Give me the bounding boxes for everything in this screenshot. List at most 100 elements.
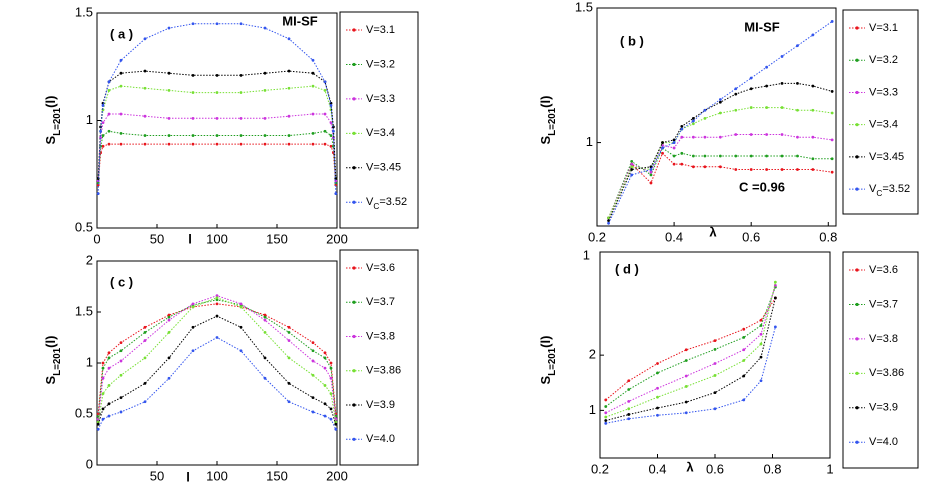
data-point bbox=[759, 342, 763, 346]
data-point bbox=[691, 122, 695, 126]
data-point bbox=[101, 376, 105, 380]
legend-marker bbox=[855, 90, 859, 95]
panel-label: ( a ) bbox=[110, 26, 133, 41]
data-point bbox=[143, 325, 147, 329]
data-point bbox=[215, 91, 219, 94]
panel-label: ( c ) bbox=[110, 274, 133, 289]
legend-marker bbox=[855, 371, 859, 375]
data-point bbox=[691, 119, 695, 123]
legend-marker bbox=[352, 131, 356, 135]
legend-label: V=3.6 bbox=[366, 262, 395, 274]
legend-marker bbox=[855, 302, 859, 307]
data-point bbox=[765, 133, 769, 136]
data-point bbox=[329, 407, 333, 411]
data-point bbox=[323, 129, 327, 133]
series-line bbox=[608, 147, 833, 219]
data-point bbox=[661, 146, 664, 150]
data-point bbox=[329, 376, 333, 380]
legend-marker bbox=[352, 437, 356, 441]
y-tick-label: 0 bbox=[86, 456, 93, 471]
data-point bbox=[703, 116, 707, 120]
data-point bbox=[191, 73, 195, 77]
data-point bbox=[191, 22, 195, 26]
data-point bbox=[239, 73, 243, 77]
data-point bbox=[239, 116, 243, 120]
data-point bbox=[263, 376, 267, 380]
data-point bbox=[649, 173, 653, 177]
data-point bbox=[107, 351, 111, 355]
x-tick-label: 50 bbox=[150, 231, 164, 246]
data-point bbox=[672, 162, 676, 166]
data-point bbox=[263, 26, 267, 30]
legend-label: V=3.2 bbox=[366, 58, 395, 70]
data-point bbox=[734, 92, 738, 96]
legend-label: VC=3.52 bbox=[366, 196, 407, 211]
data-point bbox=[215, 294, 219, 298]
data-point bbox=[239, 91, 243, 94]
data-point bbox=[684, 359, 688, 362]
data-point bbox=[287, 142, 291, 146]
data-point bbox=[239, 305, 243, 309]
data-point bbox=[311, 396, 315, 400]
data-point bbox=[143, 142, 147, 146]
data-point bbox=[215, 22, 219, 26]
x-tick-label: 0.8 bbox=[763, 461, 781, 476]
legend-label: V=3.1 bbox=[366, 24, 395, 36]
data-point bbox=[684, 400, 688, 404]
data-point bbox=[773, 296, 777, 300]
data-point bbox=[263, 116, 267, 120]
data-point bbox=[329, 366, 333, 370]
legend-marker bbox=[352, 200, 356, 204]
data-point bbox=[167, 134, 171, 137]
legend-marker bbox=[352, 334, 356, 339]
data-point bbox=[734, 108, 738, 112]
data-point bbox=[167, 89, 171, 92]
data-point bbox=[780, 55, 784, 58]
data-point bbox=[311, 132, 315, 135]
data-point bbox=[759, 379, 763, 383]
data-point bbox=[167, 71, 171, 75]
data-point bbox=[830, 170, 834, 174]
x-tick-label: 100 bbox=[206, 468, 228, 483]
x-tick-label: 0.8 bbox=[819, 229, 837, 244]
data-point bbox=[263, 71, 267, 75]
series-line bbox=[97, 303, 337, 415]
x-axis-label: l bbox=[188, 231, 192, 246]
y-tick-label: 2 bbox=[86, 252, 93, 267]
data-point bbox=[99, 129, 102, 133]
data-point bbox=[749, 76, 753, 80]
legend-label: VC=3.52 bbox=[869, 183, 910, 198]
data-point bbox=[661, 141, 664, 144]
series-line bbox=[97, 315, 337, 425]
data-point bbox=[107, 402, 111, 406]
series-line bbox=[97, 130, 337, 183]
series-line bbox=[608, 152, 833, 219]
data-point bbox=[143, 69, 147, 73]
data-point bbox=[604, 421, 608, 425]
x-axis-label: λ bbox=[686, 459, 694, 474]
data-point bbox=[215, 73, 219, 77]
data-point bbox=[830, 111, 834, 115]
annotation: 1 bbox=[583, 247, 590, 262]
data-point bbox=[796, 135, 799, 139]
data-point bbox=[167, 315, 171, 319]
data-point bbox=[780, 168, 784, 171]
legend-label: V=3.3 bbox=[366, 93, 395, 105]
legend-label: V=3.4 bbox=[869, 119, 898, 131]
data-point bbox=[811, 135, 815, 139]
data-point bbox=[323, 366, 327, 370]
data-point bbox=[263, 331, 267, 334]
data-point bbox=[167, 376, 171, 380]
data-point bbox=[649, 181, 653, 185]
data-point bbox=[680, 162, 684, 166]
x-tick-label: 200 bbox=[326, 231, 348, 246]
data-point bbox=[811, 108, 815, 112]
data-point bbox=[765, 65, 769, 69]
data-point bbox=[703, 108, 707, 112]
x-tick-label: 0 bbox=[93, 231, 100, 246]
data-point bbox=[107, 89, 111, 92]
legend-label: V=4.0 bbox=[869, 436, 898, 448]
legend-marker bbox=[855, 187, 859, 191]
data-point bbox=[830, 138, 834, 142]
data-point bbox=[734, 87, 738, 91]
